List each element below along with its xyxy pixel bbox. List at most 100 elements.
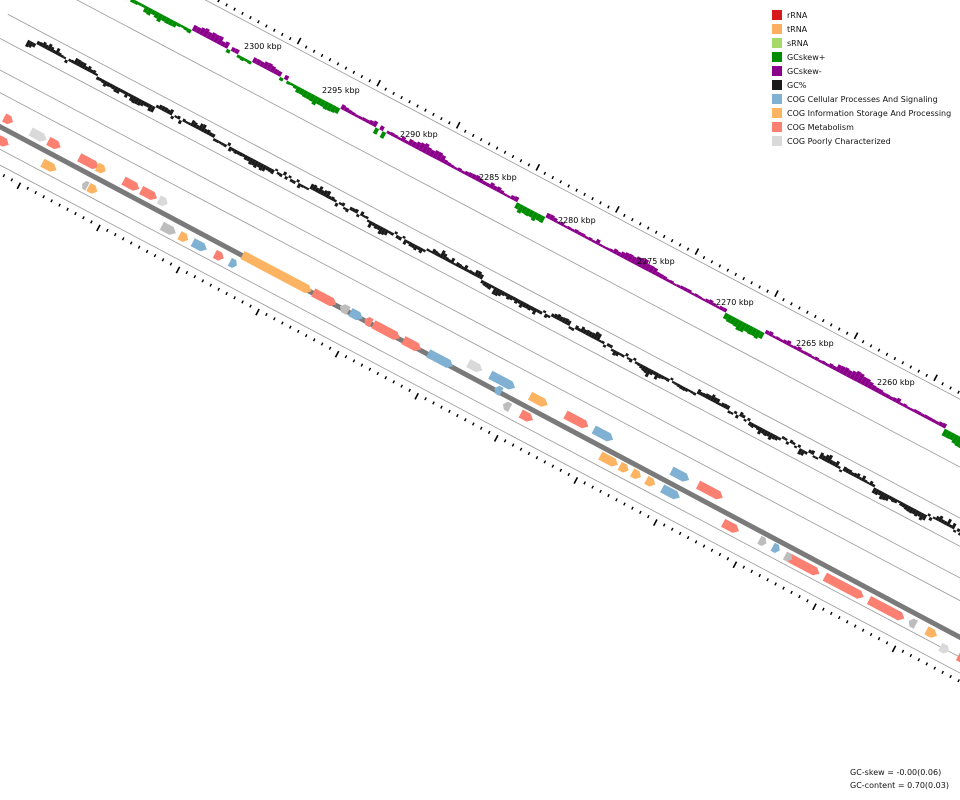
gc-content-bar bbox=[500, 290, 506, 297]
gc-skew-plus-bar bbox=[308, 93, 316, 102]
gc-skew-minus-bar bbox=[913, 408, 919, 414]
gc-skew-minus-bar bbox=[715, 304, 720, 309]
gc-skew-minus-bar bbox=[198, 27, 206, 36]
gc-content-bar bbox=[807, 449, 813, 454]
gc-content-bar bbox=[24, 39, 31, 48]
gc-skew-minus-bar bbox=[768, 331, 774, 337]
gc-content-bar bbox=[177, 119, 183, 125]
rrna-swatch bbox=[772, 10, 782, 20]
ruler-tick bbox=[678, 531, 682, 536]
gc-skew-minus-bar bbox=[934, 420, 940, 425]
gc-skew-minus-bar bbox=[432, 149, 440, 160]
cog-poorly_dark-feature bbox=[503, 401, 513, 412]
guide-line bbox=[0, 92, 960, 602]
gc-skew-minus-bar bbox=[852, 370, 862, 382]
gc-skew-plus-bar bbox=[278, 76, 284, 82]
ruler-tick bbox=[631, 217, 634, 222]
gc-skew-minus-bar bbox=[856, 373, 865, 384]
gc-content-bar bbox=[387, 230, 392, 235]
gc-skew-minus-bar bbox=[616, 251, 622, 257]
ruler-tick bbox=[829, 611, 833, 616]
ruler-tick bbox=[288, 325, 292, 329]
gc-skew-minus-bar bbox=[400, 136, 407, 143]
cog-metabolism-feature bbox=[822, 572, 864, 599]
gc-content-bar bbox=[546, 314, 551, 319]
gc-skew-plus-bar bbox=[164, 17, 171, 25]
ruler-tick bbox=[121, 237, 125, 241]
ruler-tick bbox=[853, 624, 857, 628]
gc-content-bar bbox=[342, 206, 347, 211]
ruler-tick bbox=[702, 544, 706, 548]
gc-skew-minus-bar bbox=[874, 386, 880, 394]
ruler-tick bbox=[376, 79, 382, 87]
ruler-tick bbox=[734, 272, 738, 277]
ruler-tick bbox=[96, 224, 101, 232]
gc-content-bar bbox=[111, 84, 116, 90]
gc-skew-plus-bar bbox=[225, 48, 231, 54]
ruler-tick bbox=[448, 121, 451, 125]
gc-skew-minus-bar bbox=[803, 351, 809, 356]
ruler-tick bbox=[909, 365, 913, 369]
gc-skew-minus-bar bbox=[923, 414, 929, 420]
gc-content-bar bbox=[513, 297, 519, 305]
gc-content-bar bbox=[497, 289, 503, 297]
cog-metabolism-feature bbox=[212, 249, 224, 261]
gc-content-bar bbox=[871, 483, 876, 488]
ruler-tick bbox=[376, 371, 380, 376]
gc-content-bar bbox=[734, 414, 739, 419]
cog-information-feature bbox=[924, 626, 938, 638]
legend-item: GCskew- bbox=[772, 64, 951, 78]
gc-content-bar bbox=[821, 455, 827, 461]
gc-content-bar bbox=[434, 250, 439, 256]
gc-content-bar bbox=[170, 115, 175, 120]
gc-skew-plus-bar bbox=[129, 0, 136, 4]
gc-content-bar bbox=[609, 344, 614, 349]
gc-content-bar bbox=[86, 65, 92, 73]
gc-content-bar bbox=[476, 271, 483, 279]
ruler-tick bbox=[813, 314, 817, 319]
ruler-tick bbox=[416, 104, 419, 108]
gc-content-bar bbox=[147, 104, 153, 112]
ruler-tick bbox=[519, 159, 523, 163]
gc-content-bar bbox=[412, 244, 419, 251]
gc-content-bar bbox=[853, 472, 858, 478]
gc-skew-plus-bar bbox=[133, 0, 139, 6]
gc-content-bar bbox=[149, 105, 156, 113]
gc-skew-minus-bar bbox=[492, 185, 498, 191]
gc-content-bar bbox=[952, 529, 957, 533]
ruler-tick bbox=[583, 481, 586, 485]
gc-content-bar bbox=[579, 326, 586, 334]
ruler-tick bbox=[623, 213, 626, 218]
cog-metabolism-feature bbox=[46, 136, 61, 150]
ruler-tick bbox=[304, 45, 308, 49]
gc-skew-plus-bar bbox=[183, 26, 189, 32]
ruler-tick bbox=[917, 369, 921, 373]
ruler-tick bbox=[328, 346, 332, 350]
gc-content-bar bbox=[884, 494, 891, 502]
gc-content-bar bbox=[570, 327, 575, 332]
gc-skew-minus-bar bbox=[612, 248, 619, 255]
ruler-tick bbox=[487, 142, 491, 146]
gc-skew-minus-bar bbox=[775, 336, 781, 341]
gc-skew-minus-bar bbox=[216, 35, 224, 46]
gc-skew-minus-bar bbox=[658, 273, 664, 279]
gc-content-bar bbox=[657, 373, 663, 379]
gc-skew-plus-bar bbox=[945, 430, 953, 439]
gc-content-bar bbox=[756, 427, 763, 435]
cog-cellular-feature bbox=[348, 308, 363, 321]
cog-features-track bbox=[0, 113, 960, 663]
ruler-tick bbox=[573, 477, 579, 484]
srna-swatch bbox=[772, 38, 782, 48]
gc-content-bar bbox=[676, 383, 681, 388]
gc-content-bar bbox=[781, 435, 786, 440]
gc-skew-minus-bar bbox=[251, 57, 258, 64]
gc-content-bar bbox=[727, 410, 732, 414]
ruler-tick bbox=[495, 146, 499, 150]
gc-content-bar bbox=[814, 456, 819, 460]
gc-skew-minus-bar bbox=[559, 221, 565, 227]
gc-content-bar bbox=[296, 179, 301, 183]
gc-skew-stat: GC-skew = -0.00(0.06) bbox=[850, 768, 942, 777]
gc-content-bar bbox=[94, 72, 99, 77]
gc-content-bar bbox=[220, 142, 225, 146]
gc-content-bar bbox=[208, 131, 213, 137]
